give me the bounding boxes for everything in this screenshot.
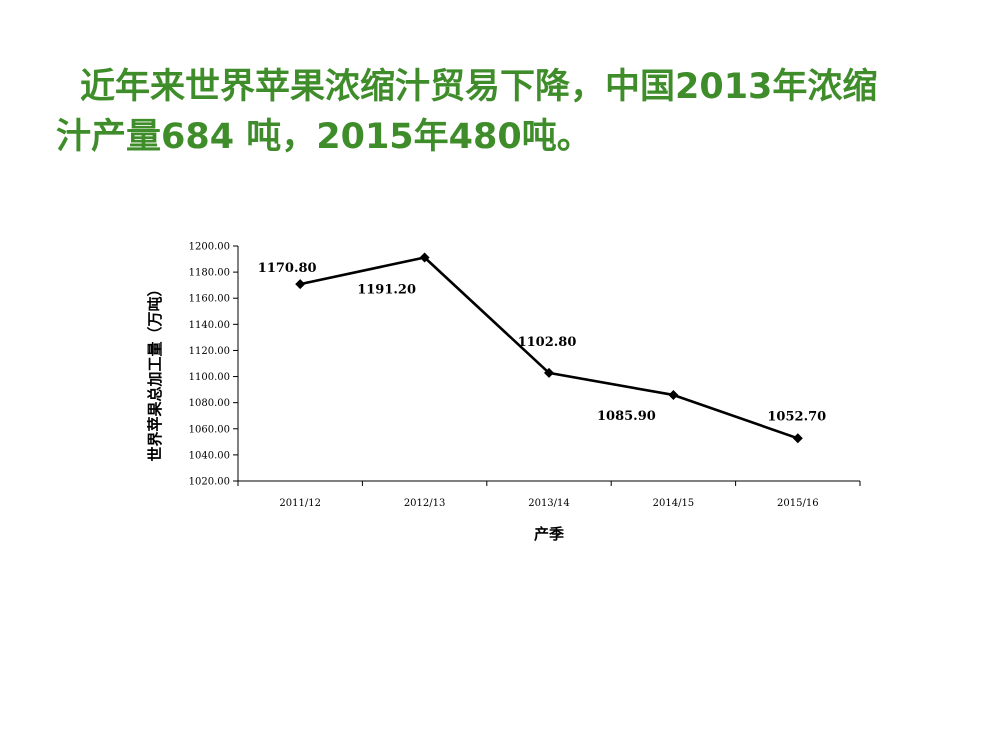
x-tick-label: 2014/15	[653, 498, 695, 509]
y-tick-label: 1020.00	[189, 477, 230, 488]
y-tick-label: 1160.00	[189, 294, 230, 305]
y-tick-label: 1080.00	[189, 398, 230, 409]
data-label: 1085.90	[597, 409, 656, 424]
data-label: 1052.70	[767, 409, 826, 424]
y-tick-label: 1180.00	[189, 268, 230, 279]
y-tick-label: 1140.00	[189, 320, 230, 331]
data-label: 1191.20	[357, 282, 416, 297]
data-point-marker	[295, 279, 306, 290]
x-tick-label: 2015/16	[777, 498, 819, 509]
y-axis-title: 世界苹果总加工量（万吨）	[146, 281, 164, 461]
y-tick-label: 1040.00	[189, 450, 230, 461]
y-tick-label: 1100.00	[189, 372, 230, 383]
x-axis: 2011/12 2012/13 2013/14 2014/15 2015/16	[237, 480, 861, 509]
data-labels: 1170.80 1191.20 1102.80 1085.90 1052.70	[258, 261, 826, 424]
y-tick-label: 1200.00	[189, 242, 230, 253]
series-world-apple-processing	[295, 252, 803, 444]
x-tick-label: 2011/12	[279, 498, 321, 509]
data-label: 1170.80	[258, 261, 317, 276]
slide-title: 近年来世界苹果浓缩汁贸易下降，中国2013年浓缩 汁产量684 吨，2015年4…	[56, 62, 956, 162]
x-tick-label: 2013/14	[528, 498, 570, 509]
data-label: 1102.80	[518, 335, 577, 350]
slide-title-line-2: 汁产量684 吨，2015年480吨。	[56, 117, 592, 157]
y-axis: 1020.00 1040.00 1060.00 1080.00 1100.00 1120.…	[189, 242, 239, 488]
y-tick-label: 1120.00	[189, 346, 230, 357]
data-point-marker	[544, 367, 554, 378]
data-point-marker	[419, 252, 430, 263]
slide-title-line-1: 近年来世界苹果浓缩汁贸易下降，中国2013年浓缩	[80, 67, 878, 107]
x-tick-label: 2012/13	[404, 498, 446, 509]
data-point-marker	[792, 433, 803, 444]
y-tick-label: 1060.00	[189, 424, 230, 435]
data-point-marker	[668, 389, 679, 400]
x-axis-title: 产季	[534, 525, 564, 543]
